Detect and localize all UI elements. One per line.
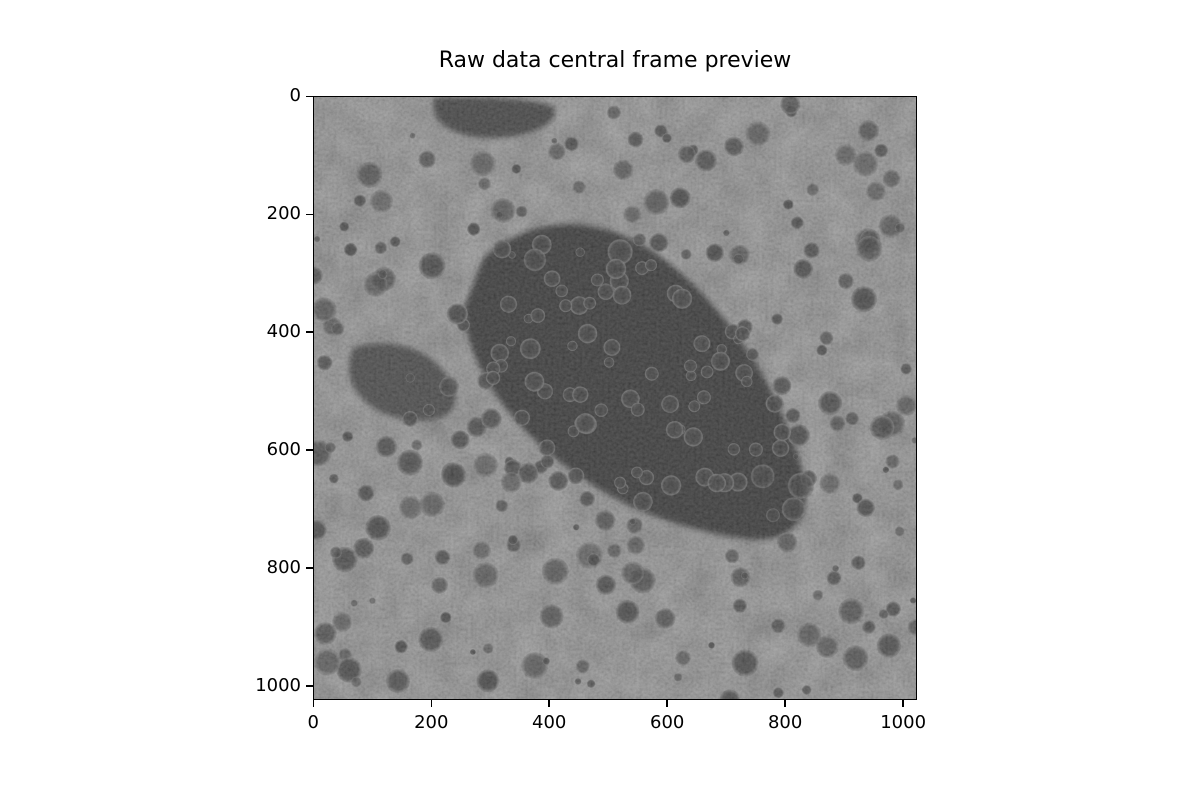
x-tick xyxy=(666,700,668,707)
y-tick-label: 200 xyxy=(266,203,301,225)
x-tick-label: 600 xyxy=(650,712,685,733)
y-tick xyxy=(306,213,313,215)
y-tick-label: 1000 xyxy=(255,675,301,697)
y-tick-label: 0 xyxy=(289,85,301,107)
x-tick xyxy=(430,700,432,707)
x-tick-label: 200 xyxy=(414,712,449,733)
x-tick-label: 1000 xyxy=(880,712,927,733)
y-tick-label: 600 xyxy=(266,439,301,461)
x-tick xyxy=(902,700,904,707)
microscopy-image xyxy=(313,96,917,700)
x-tick-label: 400 xyxy=(532,712,567,733)
y-tick-label: 800 xyxy=(266,557,301,579)
y-tick xyxy=(306,331,313,333)
x-tick-label: 800 xyxy=(767,712,803,733)
y-tick xyxy=(306,95,313,98)
x-tick xyxy=(784,700,786,707)
cell-cluster-image xyxy=(314,97,916,699)
y-tick xyxy=(306,449,313,451)
x-tick-label: 0 xyxy=(307,712,319,733)
x-tick xyxy=(312,700,315,707)
figure-title: Raw data central frame preview xyxy=(438,48,792,73)
y-tick xyxy=(306,685,313,687)
y-tick xyxy=(306,567,313,569)
y-tick-label: 400 xyxy=(266,321,301,343)
x-tick xyxy=(548,700,550,707)
